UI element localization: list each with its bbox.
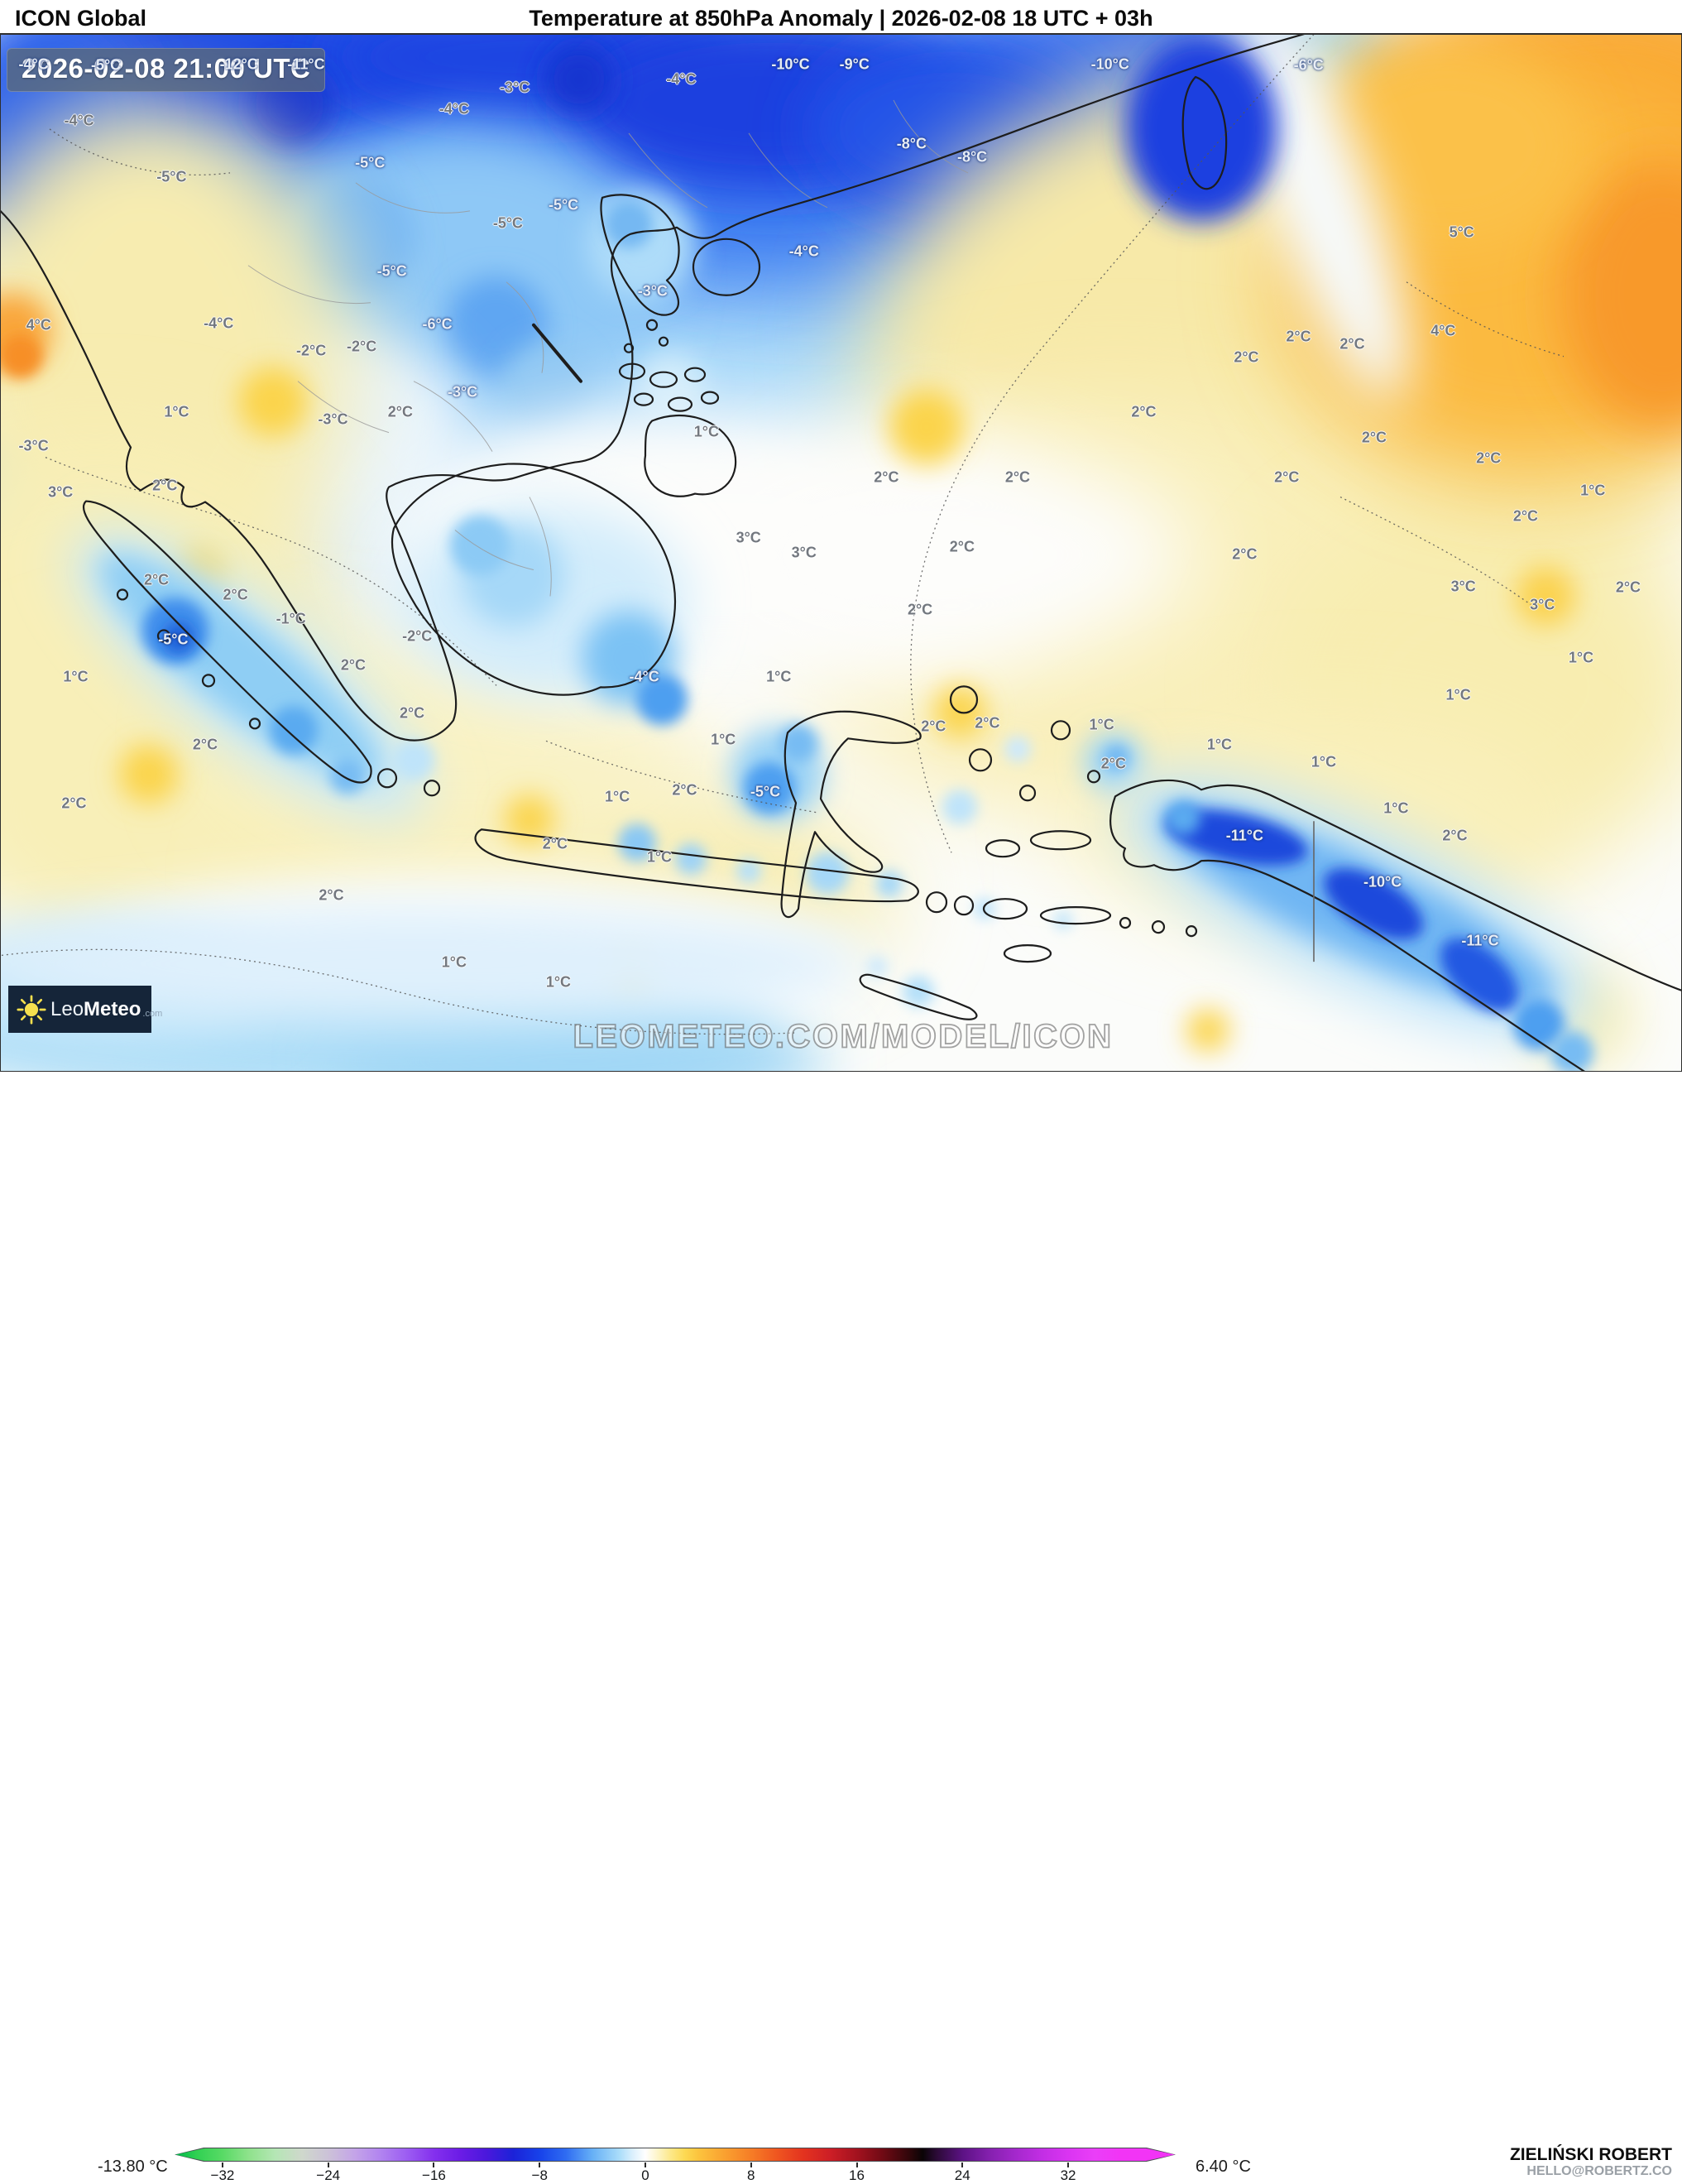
colorbar-tick-label: −32 [210, 2167, 235, 2183]
colorbar-tick-label: 32 [1060, 2167, 1076, 2183]
footer-bar: -13.80 °C −32 −24 −16 −8 0 8 16 24 32 6.40 °C ZI… [0, 1072, 1682, 2183]
contour-lines [0, 34, 1565, 1035]
logo-text-leo: Leo [50, 997, 84, 1020]
max-value: 6.40 °C [1196, 2158, 1251, 2176]
credit-email: HELLO@ROBERTZ.CO [1526, 2164, 1672, 2178]
leometeo-logo[interactable]: Leo Meteo .com [8, 986, 162, 1033]
colorbar-tick-label: 24 [954, 2167, 970, 2183]
coastlines [0, 34, 1682, 1072]
colorbar [175, 2148, 1175, 2161]
weather-map [0, 33, 1682, 1073]
colorbar-tick-label: −8 [531, 2167, 548, 2183]
sun-icon [17, 994, 46, 1025]
colorbar-tick-label: 8 [747, 2167, 755, 2183]
min-value: -13.80 °C [98, 2158, 168, 2176]
credit-name: ZIELIŃSKI ROBERT [1509, 2145, 1672, 2164]
colorbar-tick-label: −24 [316, 2167, 341, 2183]
page-title: Temperature at 850hPa Anomaly | 2026-02-… [529, 6, 1153, 31]
colorbar-tick-label: −16 [422, 2167, 446, 2183]
colorbar-tick-label: 0 [641, 2167, 649, 2183]
logo-text-tld: .com [142, 1008, 163, 1019]
cold-pockets [0, 36, 1596, 1072]
header-bar: ICON Global Temperature at 850hPa Anomal… [0, 0, 1682, 34]
logo-text-meteo: Meteo [84, 997, 141, 1020]
colorbar-tick-label: 16 [849, 2167, 865, 2183]
map-canvas [0, 34, 1682, 1072]
timestamp-overlay: 2026-02-08 21:00 UTC [7, 48, 326, 92]
model-name: ICON Global [15, 6, 147, 31]
admin-borders [247, 99, 969, 597]
